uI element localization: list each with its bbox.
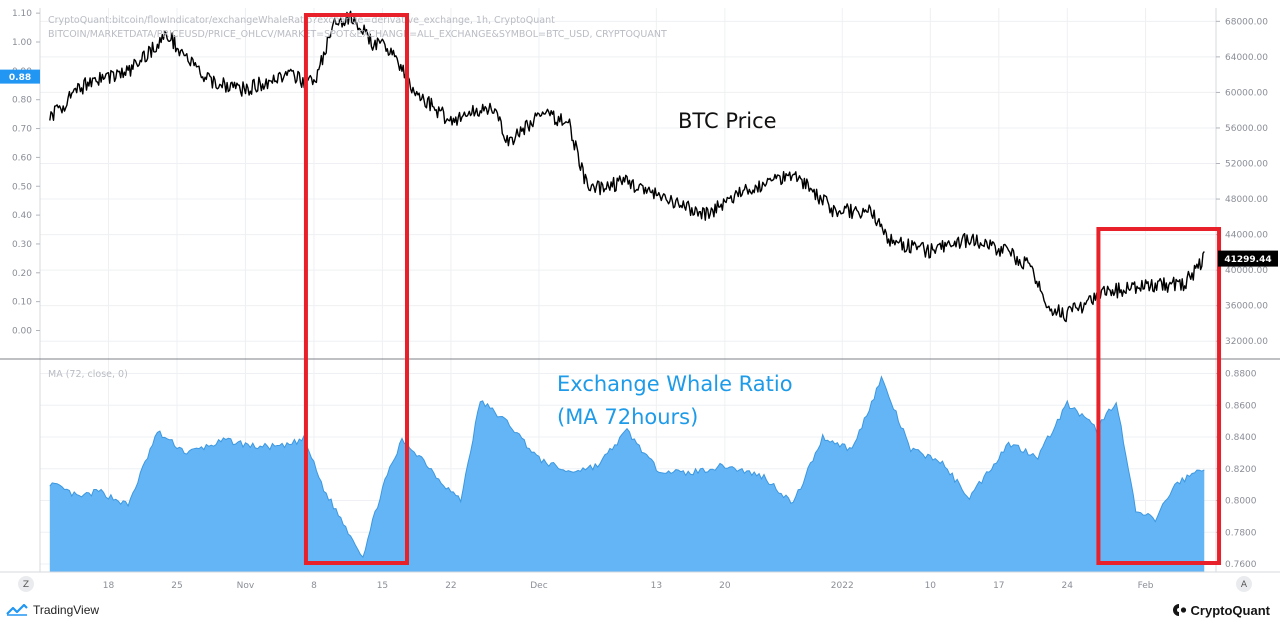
- btc-price-line: [49, 10, 1205, 323]
- left-value-badge-text: 0.88: [9, 73, 31, 83]
- ratio-axis-tick-label: 0.8800: [1225, 369, 1257, 379]
- ratio-axis-tick-label: 0.8400: [1225, 433, 1257, 443]
- tradingview-logo[interactable]: TradingView: [6, 598, 99, 622]
- left-value-badge: [0, 69, 40, 84]
- x-axis: 18 25 Nov 8 15 22 Dec 13 20 2022 10 17 24 Feb Z A: [18, 576, 1252, 592]
- auto-scale-button[interactable]: A: [1236, 576, 1252, 592]
- x-axis-tick-label: 18: [103, 581, 115, 591]
- price-axis-tick-label: 40000.00: [1225, 266, 1268, 276]
- zoom-button[interactable]: Z: [18, 576, 34, 592]
- cryptoquant-logo[interactable]: CryptoQuant: [1171, 598, 1270, 622]
- left-axis-tick-label: 0.80: [12, 96, 32, 106]
- tradingview-icon: [6, 604, 28, 616]
- left-axis-tick-label: 0.40: [12, 211, 32, 221]
- whale-ratio-annotation-line2: (MA 72hours): [557, 405, 698, 429]
- x-axis-tick-label: 20: [719, 581, 731, 591]
- price-axis-tick-label: 36000.00: [1225, 302, 1268, 312]
- x-axis-tick-label: 24: [1062, 581, 1074, 591]
- left-axis-tick-label: 0.60: [12, 153, 32, 163]
- x-axis-tick-label: 25: [171, 581, 182, 591]
- left-axis-tick-label: 0.50: [12, 182, 32, 192]
- price-axis-tick-label: 48000.00: [1225, 195, 1268, 205]
- price-axis-tick-label: 60000.00: [1225, 88, 1268, 98]
- tradingview-brand-text: TradingView: [33, 603, 100, 617]
- left-axis-tick-label: 1.10: [12, 9, 32, 19]
- highlight-box: [1096, 227, 1222, 565]
- left-axis-tick-label: 0.10: [12, 298, 32, 308]
- ratio-axis-tick-label: 0.8200: [1225, 465, 1257, 475]
- x-axis-tick-label: 2022: [831, 581, 854, 591]
- exchange-whale-ratio-series: [49, 375, 1205, 572]
- price-axis-tick-label: 68000.00: [1225, 17, 1268, 27]
- price-axis-tick-label: 44000.00: [1225, 231, 1268, 241]
- last-price-badge: [1218, 250, 1278, 267]
- x-axis-tick-label: 17: [993, 581, 1004, 591]
- x-axis-tick-label: Nov: [237, 581, 255, 591]
- x-axis-tick-label: 15: [377, 581, 388, 591]
- highlight-box: [303, 13, 409, 565]
- indicator-label: MA (72, close, 0): [48, 369, 128, 380]
- price-axis-tick-label: 32000.00: [1225, 337, 1268, 347]
- auto-scale-button-label: A: [1241, 580, 1248, 590]
- axis-badges: 0.88 41299.44: [0, 69, 1278, 267]
- zoom-button-label: Z: [23, 580, 29, 590]
- cryptoquant-icon: [1172, 604, 1186, 616]
- chart-header-line1: CryptoQuant:bitcoin/flowIndicator/exchan…: [48, 15, 555, 26]
- ratio-axis-tick-label: 0.7600: [1225, 560, 1257, 570]
- left-axis-tick-label: 0.30: [12, 240, 32, 250]
- x-axis-tick-label: 10: [925, 581, 937, 591]
- price-axis-tick-label: 64000.00: [1225, 53, 1268, 63]
- axes: 68000.00 64000.00 60000.00 56000.00 52000.00…: [0, 8, 1280, 573]
- ratio-axis-tick-label: 0.8000: [1225, 497, 1257, 507]
- ratio-axis-tick-label: 0.8600: [1225, 401, 1257, 411]
- cryptoquant-brand-text: CryptoQuant: [1190, 602, 1270, 618]
- whale-ratio-area: [49, 376, 1205, 572]
- price-axis-tick-label: 56000.00: [1225, 124, 1268, 134]
- btc-price-annotation: BTC Price: [678, 109, 777, 133]
- whale-ratio-edge: [49, 375, 1205, 559]
- left-axis-tick-label: 1.00: [12, 38, 32, 48]
- x-axis-tick-label: 13: [651, 581, 662, 591]
- price-axis-tick-label: 52000.00: [1225, 160, 1268, 170]
- ratio-axis-tick-label: 0.7800: [1225, 528, 1257, 538]
- zoom-button-bg: [18, 576, 34, 592]
- x-axis-tick-label: 8: [311, 581, 317, 591]
- last-price-badge-text: 41299.44: [1224, 255, 1271, 265]
- x-axis-tick-label: 22: [445, 581, 456, 591]
- left-axis-tick-label: 0.20: [12, 269, 32, 279]
- left-axis-tick-label: 0.70: [12, 125, 32, 135]
- btc-price-series: [49, 10, 1205, 323]
- whale-ratio-annotation-line1: Exchange Whale Ratio: [557, 372, 793, 396]
- left-axis-tick-label: 0.00: [12, 327, 32, 337]
- auto-scale-button-bg: [1236, 576, 1252, 592]
- chart-canvas[interactable]: 68000.00 64000.00 60000.00 56000.00 52000.00…: [0, 0, 1280, 598]
- chart-header-line2: BITCOIN/MARKETDATA/PRICEUSD/PRICE_OHLCV/…: [48, 29, 667, 40]
- x-axis-tick-label: Feb: [1138, 581, 1154, 591]
- x-axis-tick-label: Dec: [530, 581, 547, 591]
- highlight-boxes: [303, 13, 1222, 565]
